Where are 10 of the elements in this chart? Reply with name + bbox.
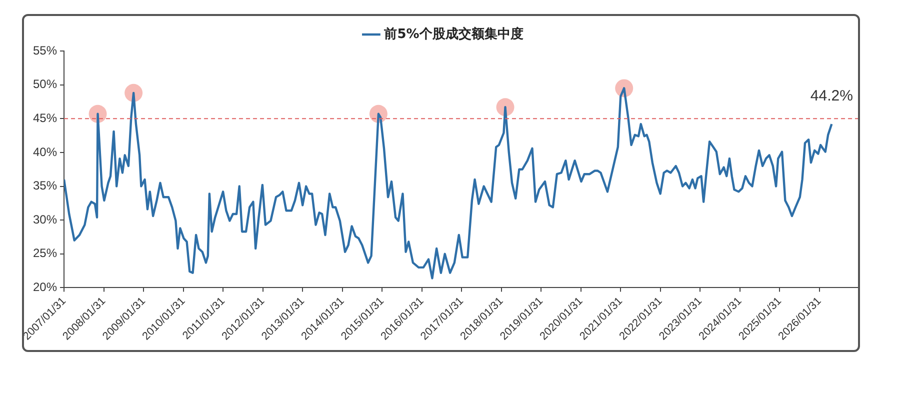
y-tick-label: 50% xyxy=(32,77,58,92)
annotation: 44.2% xyxy=(810,88,853,105)
y-tick-label: 35% xyxy=(32,178,58,193)
y-tick-label: 30% xyxy=(32,212,58,226)
y-tick-label: 25% xyxy=(32,246,58,260)
y-tick-label: 45% xyxy=(32,110,58,125)
y-tick-label: 55% xyxy=(32,43,58,58)
y-tick-label: 40% xyxy=(32,144,58,159)
legend-label: 前5%个股成交额集中度 xyxy=(383,26,524,42)
y-tick-label: 20% xyxy=(32,280,58,294)
